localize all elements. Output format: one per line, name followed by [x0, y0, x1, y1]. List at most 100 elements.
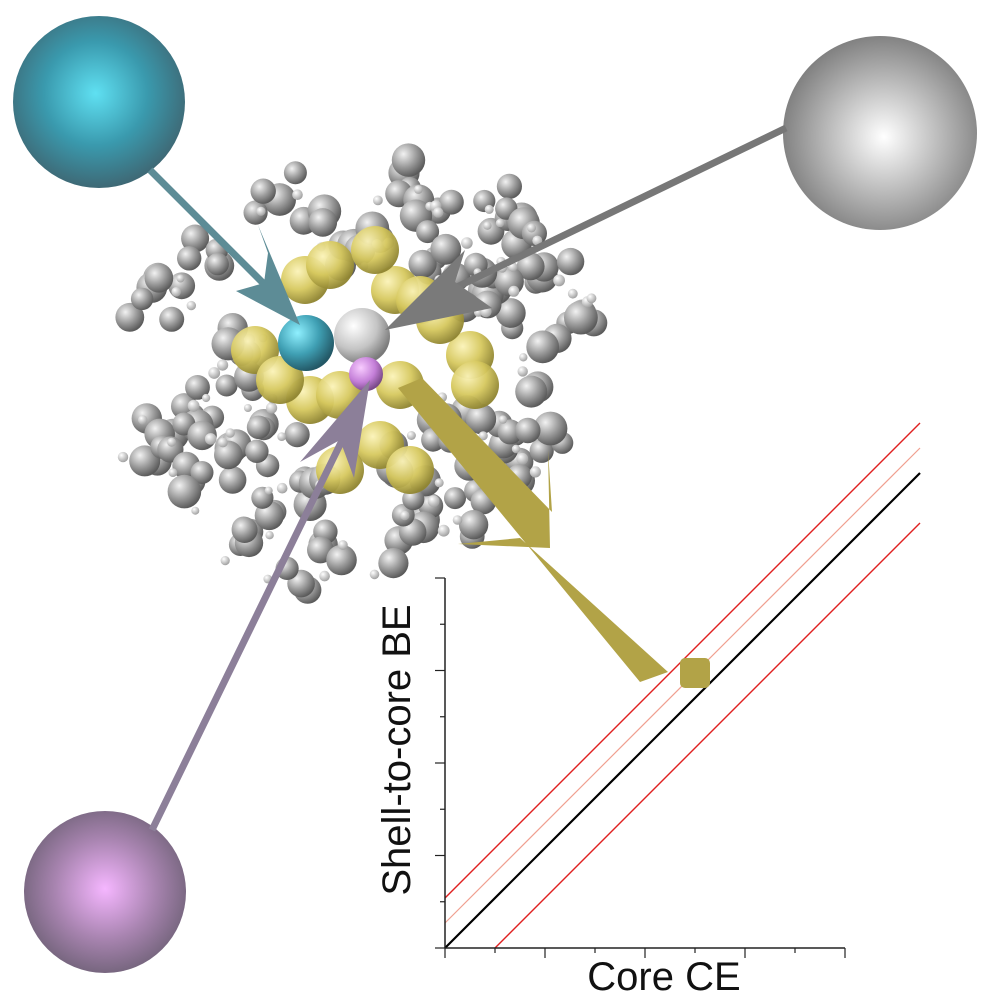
hydrogen-atom	[319, 570, 330, 582]
hydrogen-atom	[266, 402, 278, 414]
parity-chart: Core CE Shell-to-core BE	[375, 422, 921, 999]
carbon-atom	[243, 200, 268, 225]
hydrogen-atom	[187, 399, 200, 412]
hydrogen-atom	[202, 393, 211, 403]
hydrogen-atom	[527, 223, 536, 233]
carbon-atom	[439, 189, 464, 215]
hydrogen-atom	[186, 300, 196, 311]
cyan-sphere-icon	[13, 16, 185, 188]
carbon-atom	[556, 247, 585, 276]
data-point	[680, 658, 710, 688]
hydrogen-atom	[478, 431, 488, 441]
carbon-atom	[215, 374, 238, 397]
carbon-atom	[167, 474, 202, 509]
carbon-atom	[214, 440, 243, 470]
hydrogen-atom	[191, 506, 200, 515]
hydrogen-atom	[484, 204, 494, 214]
carbon-atom	[516, 252, 545, 281]
white-core-atom	[334, 308, 390, 364]
hydrogen-atom	[264, 486, 273, 495]
hydrogen-atom	[265, 531, 274, 540]
carbon-atom	[115, 302, 145, 332]
hydrogen-atom	[167, 437, 177, 447]
hydrogen-atom	[483, 221, 492, 230]
hydrogen-atom	[498, 415, 508, 424]
shell-atom	[306, 241, 354, 289]
shell-atom	[256, 356, 304, 404]
data-points	[680, 658, 710, 688]
hydrogen-atom	[433, 207, 444, 218]
hydrogen-atom	[138, 415, 148, 425]
carbon-atom	[465, 403, 497, 435]
hydrogen-atom	[171, 287, 181, 297]
carbon-atom	[458, 510, 489, 540]
carbon-atom	[391, 143, 426, 177]
hydrogen-atom	[256, 206, 266, 216]
hydrogen-atom	[373, 195, 383, 206]
carbon-atom	[495, 298, 526, 328]
carbon-atom	[159, 306, 185, 332]
carbon-atom	[130, 287, 154, 311]
carbon-atom	[444, 487, 466, 510]
hydrogen-atom	[400, 510, 410, 521]
hydrogen-atom	[553, 274, 565, 287]
purple-sphere-icon	[24, 811, 186, 973]
hydrogen-atom	[519, 353, 528, 362]
hydrogen-atom	[176, 274, 185, 283]
carbon-atom	[218, 466, 247, 494]
chart-axes	[435, 577, 846, 958]
hydrogen-atom	[276, 482, 288, 494]
reference-line-parity	[444, 472, 921, 949]
white-sphere-icon	[783, 36, 977, 230]
carbon-atom	[326, 544, 357, 576]
carbon-atom	[515, 375, 548, 408]
hydrogen-atom	[117, 451, 129, 463]
hydrogen-atom	[586, 293, 597, 304]
cyan-core-atom	[278, 315, 334, 371]
hydrogen-atom	[495, 218, 505, 228]
carbon-atom	[464, 252, 488, 277]
hydrogen-atom	[243, 404, 252, 412]
carbon-atom	[564, 300, 598, 335]
shell-atom	[451, 361, 499, 409]
carbon-atom	[284, 422, 310, 448]
hydrogen-atom	[508, 285, 520, 297]
carbon-atom	[246, 415, 271, 440]
hydrogen-atom	[217, 359, 229, 371]
cyan-arrow	[147, 167, 300, 325]
hydrogen-atom	[277, 432, 287, 441]
hydrogen-atom	[517, 366, 528, 377]
carbon-atom	[181, 224, 210, 253]
carbon-atom	[177, 246, 202, 271]
carbon-atom	[245, 439, 269, 463]
hydrogen-atom	[516, 452, 529, 465]
gray-arrow	[385, 124, 788, 330]
sulfur-gold-shell	[231, 226, 499, 494]
hydrogen-atom	[427, 495, 440, 508]
carbon-atom	[190, 461, 214, 484]
hydrogen-atom	[369, 569, 380, 580]
hydrogen-atom	[511, 444, 521, 454]
y-axis-label: Shell-to-core BE	[375, 604, 419, 895]
carbon-atom	[408, 249, 437, 279]
reference-line-bound	[494, 522, 921, 949]
carbon-atom	[308, 208, 338, 237]
carbon-atom	[144, 264, 174, 293]
carbon-atom	[231, 517, 258, 543]
carbon-atom	[185, 375, 210, 400]
carbon-atom	[283, 161, 307, 185]
purple-core-atom	[349, 357, 383, 391]
hydrogen-atom	[225, 428, 235, 438]
carbon-atom	[378, 548, 409, 579]
hydrogen-atom	[220, 556, 230, 566]
hydrogen-atom	[437, 524, 450, 537]
purple-arrow	[148, 380, 370, 832]
carbon-atom	[416, 220, 440, 244]
hydrogen-atom	[208, 367, 221, 379]
hydrogen-atom	[292, 189, 303, 200]
hydrogen-atom	[204, 433, 217, 445]
carbon-atom	[515, 417, 541, 444]
carbon-atom	[250, 178, 276, 204]
carbon-atom	[533, 411, 568, 446]
